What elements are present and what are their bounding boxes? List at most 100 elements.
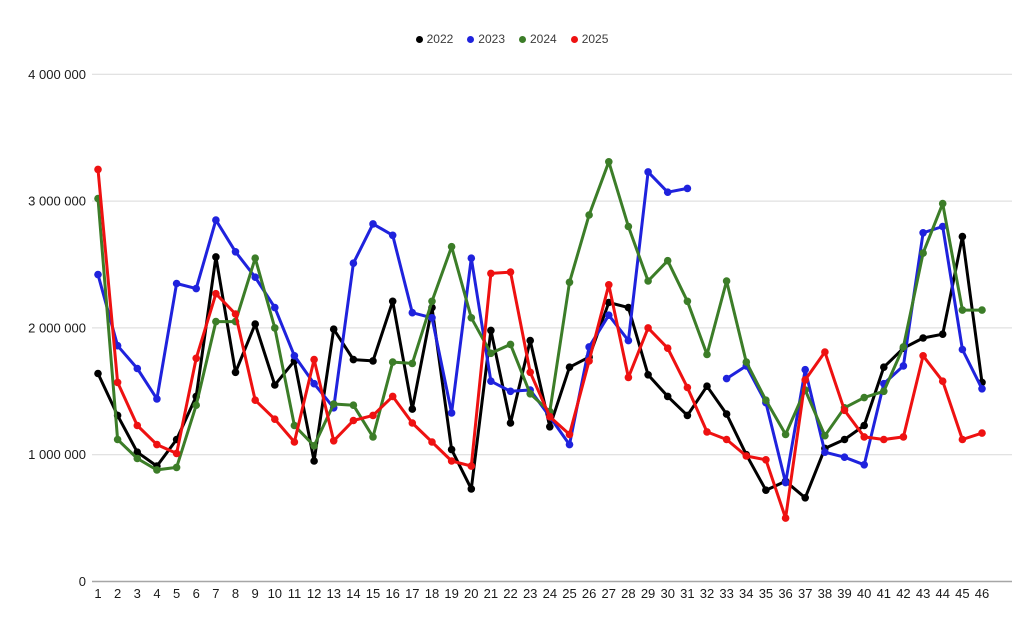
data-point-2024-36 [781, 430, 790, 439]
data-point-2022-40 [860, 421, 868, 430]
data-point-2025-34 [742, 452, 751, 460]
data-point-2025-22 [506, 268, 515, 276]
data-point-2025-6 [192, 354, 200, 363]
series-line [96, 167, 984, 520]
data-point-2024-6 [192, 401, 200, 410]
y-tick-label: 3 000 000 [28, 194, 86, 209]
data-point-2023-7 [212, 216, 220, 224]
y-tick-label: 1 000 000 [28, 447, 86, 462]
x-tick-label: 12 [307, 586, 321, 601]
legend-item-2023[interactable]: 2023 [467, 32, 505, 46]
data-point-2025-33 [722, 435, 731, 444]
data-point-2025-1 [94, 165, 102, 174]
x-tick-label: 8 [232, 586, 239, 601]
y-tick-label: 4 000 000 [28, 67, 86, 82]
legend-label: 2024 [530, 32, 557, 46]
x-tick-label: 43 [916, 586, 930, 601]
data-point-2024-26 [585, 211, 593, 219]
y-tick-label: 2 000 000 [28, 320, 86, 335]
data-point-2024-38 [821, 431, 829, 440]
data-point-2025-38 [821, 348, 829, 356]
data-point-2022-32 [703, 382, 711, 391]
data-point-2024-41 [880, 387, 888, 396]
data-point-2025-18 [428, 438, 436, 446]
data-point-2025-39 [840, 406, 849, 415]
data-point-2023-30 [663, 188, 672, 196]
legend-item-2024[interactable]: 2024 [519, 32, 557, 46]
x-tick-label: 35 [759, 586, 773, 601]
data-point-2025-45 [958, 435, 967, 444]
data-point-2025-5 [172, 449, 181, 458]
x-tick-label: 21 [484, 586, 498, 601]
data-point-2024-7 [212, 317, 220, 326]
x-tick-label: 5 [173, 586, 180, 601]
x-tick-label: 13 [327, 586, 341, 601]
legend-label: 2023 [478, 32, 505, 46]
data-point-2024-11 [290, 421, 299, 430]
data-point-2024-42 [899, 343, 908, 351]
data-point-2025-13 [329, 437, 338, 445]
x-tick-label: 40 [857, 586, 871, 601]
data-point-2022-22 [506, 419, 515, 427]
data-point-2025-29 [644, 324, 652, 332]
data-point-2022-14 [349, 355, 358, 364]
y-axis-labels: 0 1 000 000 2 000 000 3 000 000 4 000 000 [28, 67, 86, 589]
data-point-2025-40 [860, 433, 868, 441]
x-tick-label: 6 [193, 586, 200, 601]
data-point-2024-32 [703, 350, 711, 359]
x-tick-label: 28 [621, 586, 635, 601]
data-point-2022-9 [251, 320, 259, 328]
data-point-2025-32 [703, 428, 711, 436]
data-point-2025-19 [447, 457, 456, 465]
x-tick-label: 11 [288, 586, 302, 601]
data-point-2024-30 [663, 256, 672, 265]
data-point-2024-46 [978, 306, 986, 314]
data-point-2022-28 [624, 303, 633, 312]
data-point-2025-28 [624, 373, 633, 382]
data-point-2023-16 [388, 231, 397, 240]
data-point-2024-28 [624, 222, 633, 231]
x-tick-label: 4 [153, 586, 160, 601]
x-tick-label: 23 [523, 586, 537, 601]
legend-dot-icon [570, 35, 578, 43]
y-gridlines [92, 73, 1012, 583]
x-tick-label: 20 [464, 586, 478, 601]
data-point-2025-15 [369, 411, 377, 420]
data-point-2025-10 [271, 415, 279, 424]
data-point-2023-31 [683, 184, 692, 193]
data-point-2025-4 [153, 440, 161, 449]
data-point-2023-19 [447, 409, 456, 417]
data-point-2025-43 [919, 352, 927, 360]
data-point-2025-9 [251, 396, 259, 405]
data-point-2022-17 [408, 405, 417, 413]
x-tick-label: 45 [955, 586, 969, 601]
data-point-2023-14 [349, 259, 358, 268]
y-tick-label: 0 [79, 574, 86, 589]
x-tick-label: 46 [975, 586, 989, 601]
data-point-2022-33 [722, 410, 731, 418]
data-point-2024-19 [447, 242, 456, 251]
data-point-2025-7 [212, 289, 220, 298]
legend-item-2025[interactable]: 2025 [570, 32, 608, 46]
data-point-2023-39 [840, 453, 849, 462]
x-tick-label: 31 [680, 586, 694, 601]
data-point-2024-21 [487, 349, 495, 358]
data-point-2023-8 [231, 248, 240, 256]
data-point-2024-35 [762, 396, 770, 405]
data-point-2025-14 [349, 416, 358, 425]
data-point-2025-35 [762, 456, 770, 464]
data-point-2023-12 [310, 379, 318, 388]
data-point-2025-11 [290, 438, 299, 446]
x-tick-label: 34 [739, 586, 753, 601]
x-tick-label: 24 [543, 586, 557, 601]
data-point-2025-41 [880, 435, 888, 444]
x-tick-label: 41 [877, 586, 891, 601]
data-point-2023-36 [781, 478, 790, 487]
data-point-2022-37 [801, 494, 809, 502]
data-point-2024-29 [644, 277, 652, 285]
legend-item-2022[interactable]: 2022 [415, 32, 453, 46]
x-tick-label: 10 [268, 586, 282, 601]
series-line [725, 225, 984, 485]
x-axis-labels: 1 2 3 4 5 6 7 8 9 10 11 12 13 14 15 16 17 18 19 20 21 22 23 24 2… [94, 586, 989, 601]
